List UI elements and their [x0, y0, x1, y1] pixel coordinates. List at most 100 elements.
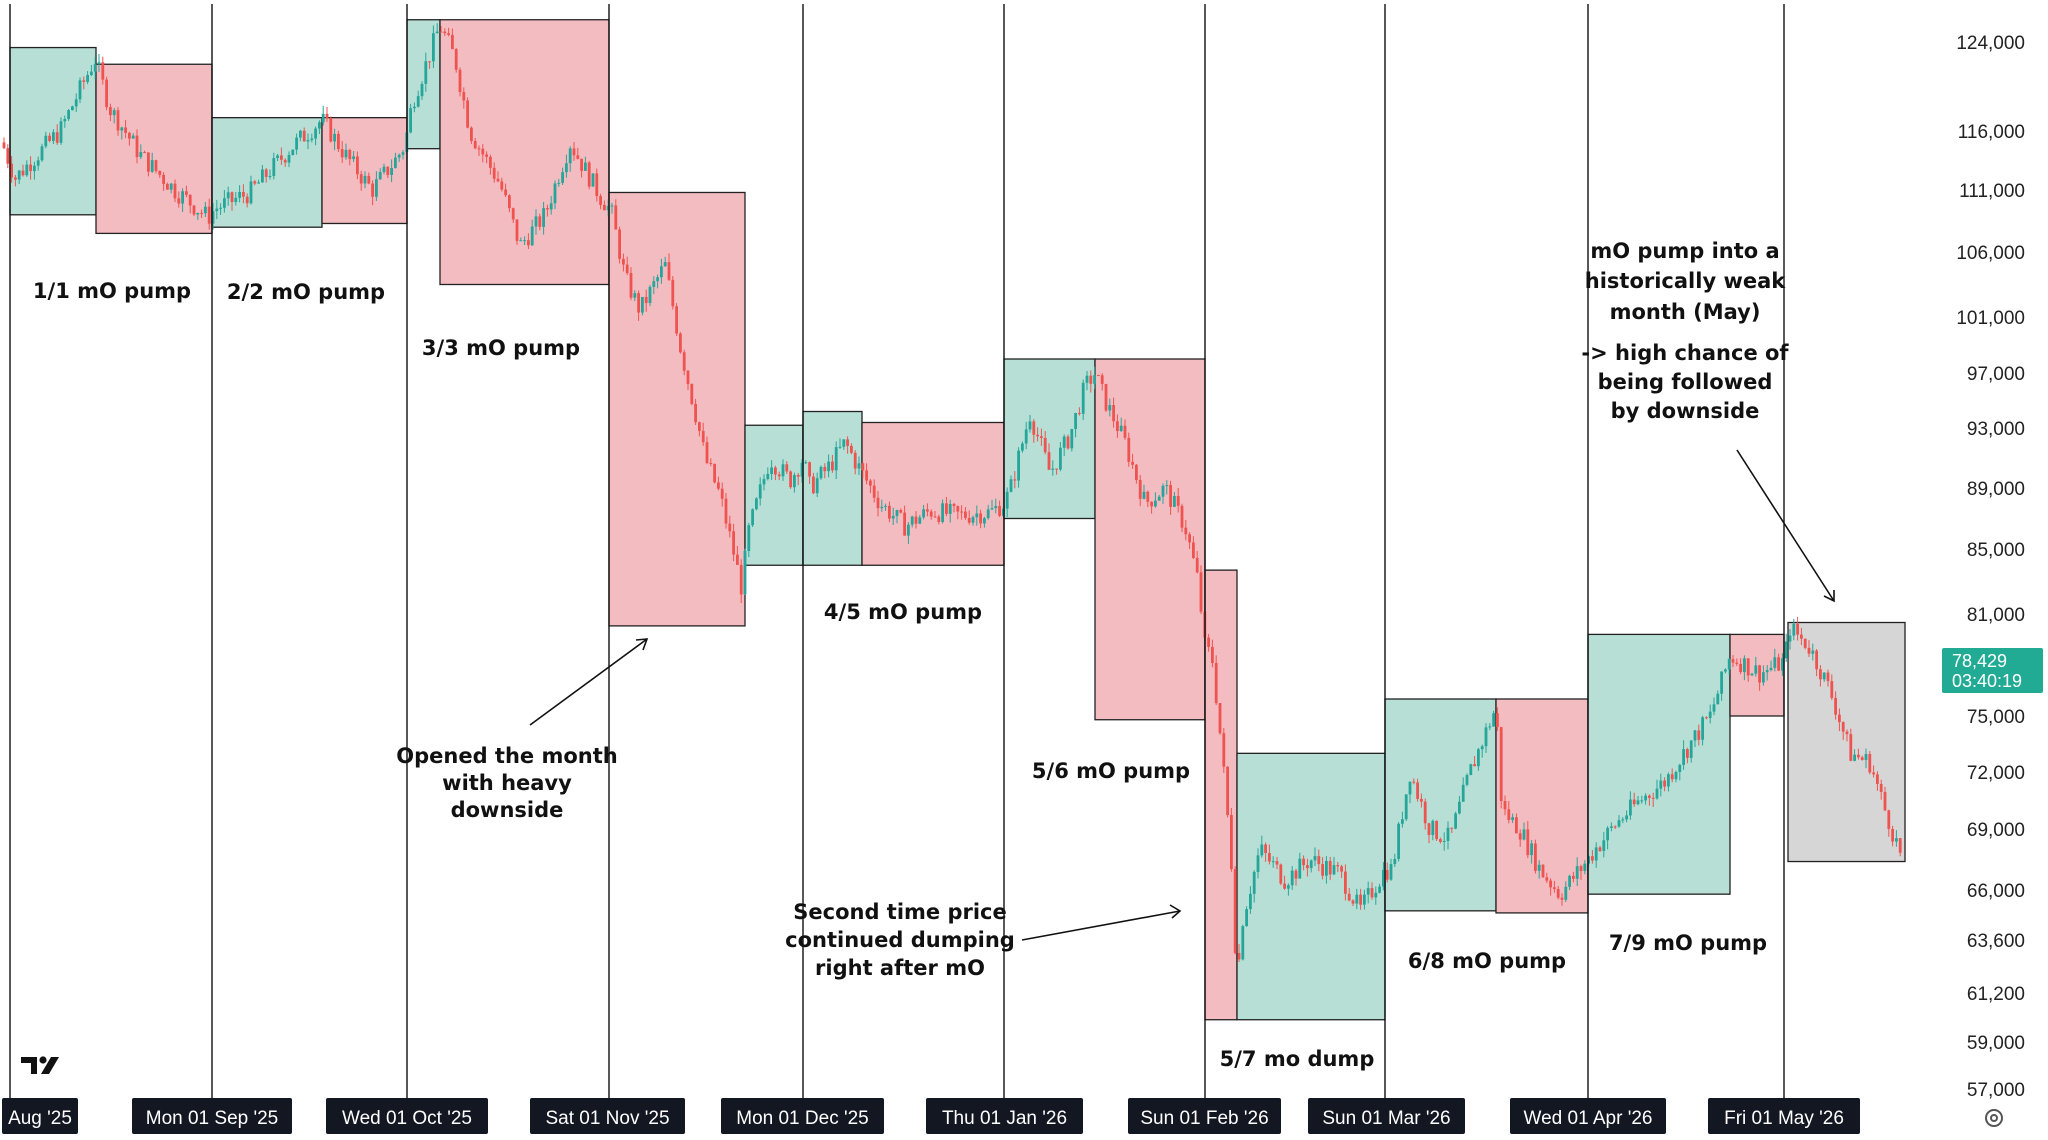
y-tick-label: 57,000 — [1967, 1080, 2025, 1101]
candle-366 — [1389, 858, 1393, 881]
candle-168 — [637, 290, 640, 321]
candle-259 — [983, 516, 986, 528]
candle-381 — [1446, 821, 1450, 850]
candle-482 — [1830, 674, 1834, 701]
candle-321 — [1218, 702, 1222, 735]
candle-102 — [386, 166, 390, 179]
candle-113 — [428, 61, 431, 69]
y-tick-label: 81,000 — [1967, 605, 2025, 626]
candle-487 — [1849, 728, 1853, 762]
candle-3 — [10, 155, 13, 183]
candle-49 — [185, 185, 188, 198]
candle-156 — [591, 173, 595, 187]
candle-73 — [276, 153, 279, 162]
y-tick-label: 97,000 — [1967, 364, 2025, 385]
candle-59 — [223, 190, 226, 213]
candle-417 — [1583, 860, 1587, 875]
candle-163 — [618, 226, 621, 264]
candle-2 — [6, 144, 10, 169]
candle-95 — [359, 170, 363, 191]
candle-291 — [1104, 383, 1108, 412]
x-tick-label: Wed 01 Oct '25 — [326, 1098, 488, 1134]
candle-174 — [660, 258, 663, 284]
candle-485 — [1841, 721, 1845, 740]
annotation-may-line3: month (May) — [1610, 300, 1761, 324]
candle-13 — [48, 132, 51, 143]
candle-415 — [1575, 857, 1579, 887]
annotation-aug: 1/1 mO pump — [33, 279, 191, 303]
candle-456 — [1731, 655, 1735, 668]
candle-361 — [1370, 882, 1374, 900]
candle-459 — [1743, 655, 1746, 681]
candle-269 — [1021, 441, 1024, 453]
candle-426 — [1617, 815, 1621, 828]
candle-204 — [774, 465, 777, 481]
candle-496 — [1883, 786, 1887, 812]
candle-441 — [1674, 770, 1678, 783]
y-tick-label: 75,000 — [1967, 707, 2025, 728]
candle-270 — [1024, 421, 1028, 450]
arrow-jan-head — [1169, 904, 1182, 919]
arrow-jan — [1021, 910, 1181, 941]
candle-99 — [375, 171, 378, 201]
candle-331 — [1256, 848, 1260, 879]
current-price-value: 78,429 — [1952, 651, 2007, 671]
svg-text:Mon 01 Dec '25: Mon 01 Dec '25 — [736, 1108, 868, 1129]
candle-225 — [853, 450, 857, 475]
candle-233 — [884, 503, 887, 511]
candle-486 — [1845, 729, 1849, 742]
candle-391 — [1484, 723, 1488, 753]
candle-217 — [823, 463, 827, 479]
candle-384 — [1458, 795, 1461, 815]
candle-72 — [272, 152, 276, 180]
candle-5 — [17, 169, 21, 184]
candle-354 — [1344, 864, 1347, 901]
candle-105 — [397, 153, 401, 162]
candle-186 — [705, 436, 709, 465]
candle-40 — [150, 152, 154, 173]
candle-131 — [496, 171, 500, 183]
candle-177 — [671, 275, 675, 310]
candle-396 — [1503, 795, 1507, 816]
candle-448 — [1701, 715, 1704, 746]
candle-239 — [907, 522, 910, 544]
candle-86 — [325, 107, 329, 122]
candle-252 — [956, 505, 960, 520]
candle-332 — [1260, 835, 1264, 858]
month-boxes — [9, 19, 1906, 1021]
svg-text:Fri 01 May '26: Fri 01 May '26 — [1724, 1108, 1844, 1129]
month-box-18 — [1729, 633, 1785, 717]
candle-248 — [941, 499, 944, 524]
candle-70 — [264, 167, 268, 183]
candle-353 — [1340, 864, 1343, 878]
candle-17 — [63, 115, 67, 128]
candle-193 — [732, 523, 735, 562]
settings-icon[interactable] — [1985, 1109, 2003, 1127]
candle-151 — [572, 141, 576, 161]
candle-122 — [462, 87, 466, 109]
candle-115 — [435, 23, 439, 34]
candle-209 — [793, 472, 796, 493]
candle-257 — [975, 505, 979, 526]
candle-346 — [1313, 847, 1317, 866]
candle-27 — [101, 56, 105, 85]
candle-378 — [1435, 820, 1438, 841]
candle-65 — [245, 193, 249, 208]
candle-152 — [576, 147, 580, 160]
candle-476 — [1807, 640, 1811, 658]
candle-439 — [1667, 772, 1670, 792]
svg-text:Sun 01 Mar '26: Sun 01 Mar '26 — [1322, 1108, 1450, 1129]
candle-371 — [1408, 781, 1412, 804]
candle-206 — [781, 459, 785, 481]
candle-121 — [458, 67, 462, 97]
candle-31 — [116, 107, 120, 136]
current-price-label: 78,429 03:40:19 — [1942, 648, 2043, 693]
candle-365 — [1385, 862, 1389, 883]
candle-320 — [1214, 655, 1218, 706]
candle-159 — [603, 200, 606, 211]
candle-192 — [728, 515, 732, 538]
candle-279 — [1059, 442, 1062, 472]
candle-339 — [1287, 883, 1290, 896]
candle-153 — [580, 158, 583, 178]
candle-440 — [1670, 768, 1674, 783]
